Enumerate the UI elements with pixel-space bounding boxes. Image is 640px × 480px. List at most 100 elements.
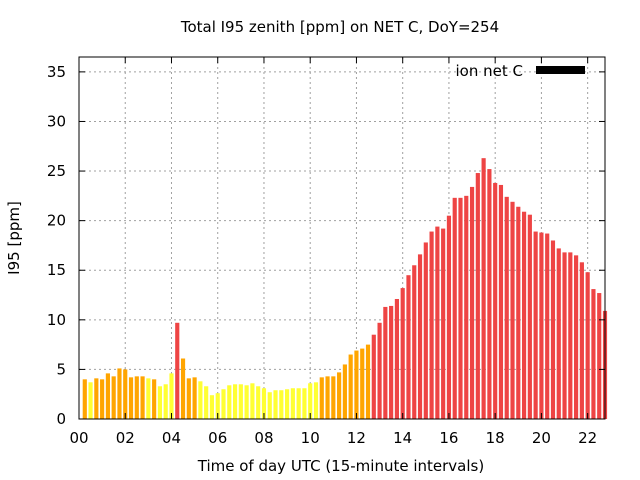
bar: [204, 386, 209, 419]
y-tick-label: 25: [47, 162, 66, 180]
x-tick-label: 22: [578, 429, 597, 447]
y-axis-label: I95 [ppm]: [5, 201, 23, 275]
bar: [215, 393, 220, 419]
x-tick-label: 16: [439, 429, 458, 447]
x-tick-label: 18: [486, 429, 505, 447]
bar: [556, 248, 561, 419]
bar: [302, 388, 307, 419]
bar: [371, 334, 376, 419]
bar: [365, 344, 371, 419]
bar: [498, 184, 504, 419]
bar: [487, 169, 492, 419]
bar: [360, 348, 365, 419]
bar: [169, 373, 174, 419]
bar: [261, 388, 267, 419]
y-tick-label: 35: [47, 63, 66, 81]
bar: [354, 350, 359, 419]
bar: [342, 364, 347, 419]
x-tick-label: 20: [532, 429, 551, 447]
bar: [423, 242, 428, 419]
bar: [128, 377, 134, 419]
bar: [88, 382, 93, 419]
bar: [192, 377, 197, 419]
x-tick-label: 06: [208, 429, 227, 447]
bar: [244, 385, 249, 419]
bar: [100, 379, 105, 419]
y-tick-label: 20: [47, 212, 66, 230]
bar: [458, 197, 463, 419]
legend-swatch: [536, 66, 585, 74]
bar: [585, 272, 590, 419]
bar: [198, 381, 203, 419]
x-tick-label: 08: [254, 429, 273, 447]
bar: [279, 390, 284, 419]
y-tick-label: 5: [56, 360, 66, 378]
bar: [464, 195, 469, 419]
bar: [285, 389, 290, 419]
x-tick-labels: 00 02 04 06 08 10 12 14 16 18 20 22: [69, 429, 597, 447]
x-tick-label: 12: [347, 429, 366, 447]
bar: [579, 262, 584, 419]
bar: [441, 228, 446, 419]
bar: [435, 226, 440, 419]
bar: [140, 376, 145, 419]
bar: [337, 372, 342, 419]
bar: [209, 395, 215, 419]
bar: [105, 373, 110, 419]
bar: [562, 252, 567, 419]
bar: [348, 354, 353, 419]
bar: [325, 376, 330, 419]
bar: [539, 232, 544, 419]
bar: [94, 378, 99, 419]
bar: [469, 186, 475, 419]
y-tick-label: 15: [47, 261, 66, 279]
bar: [510, 201, 515, 419]
bar: [533, 231, 538, 419]
y-tick-label: 10: [47, 311, 66, 329]
legend-label: ion net C: [456, 62, 523, 80]
bar: [383, 306, 388, 419]
bar: [186, 378, 191, 419]
x-tick-label: 02: [116, 429, 135, 447]
bar: [504, 196, 509, 419]
bar: [175, 322, 180, 419]
bar: [117, 368, 122, 419]
bar: [313, 382, 319, 419]
bar: [597, 293, 602, 419]
axis-ticks: [78, 57, 605, 420]
bar: [521, 211, 527, 419]
bar: [152, 379, 157, 419]
x-tick-label: 14: [393, 429, 412, 447]
bar: [550, 240, 556, 419]
bar: [221, 389, 226, 419]
bar: [394, 298, 399, 419]
y-tick-label: 30: [47, 112, 66, 130]
bar: [250, 383, 255, 419]
plot-frame: [78, 56, 606, 420]
bar: [481, 158, 486, 420]
bar: [180, 358, 186, 419]
bar: [256, 386, 261, 419]
bar: [232, 384, 238, 419]
bar: [412, 265, 417, 419]
y-tick-label: 0: [56, 410, 66, 428]
bar: [417, 254, 423, 419]
bar: [267, 392, 272, 419]
bar: [516, 206, 521, 419]
bar: [429, 231, 434, 419]
x-tick-label: 00: [69, 429, 88, 447]
bar: [296, 388, 301, 419]
bar: [273, 390, 278, 419]
bar: [527, 214, 532, 419]
bar: [400, 288, 405, 419]
bar: [331, 376, 336, 419]
bar: [389, 305, 394, 419]
bar: [290, 388, 295, 419]
y-tick-labels: 0 5 10 15 20 25 30 35: [47, 63, 66, 428]
bar: [82, 379, 87, 419]
bar: [163, 384, 168, 419]
bar-series: [82, 158, 608, 420]
x-tick-label: 04: [162, 429, 181, 447]
bar: [475, 173, 480, 419]
